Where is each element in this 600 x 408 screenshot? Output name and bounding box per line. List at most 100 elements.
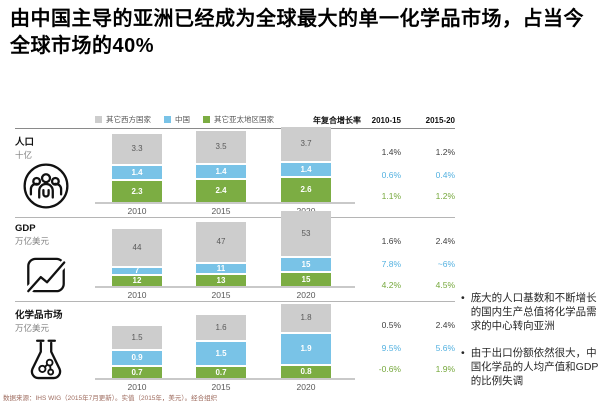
cagr-value-2015-20: 0.4% bbox=[435, 170, 455, 180]
bar-segment: 1.5 bbox=[112, 326, 162, 349]
year-label: 2010 bbox=[127, 290, 147, 300]
bar-value-label: 1.9 bbox=[300, 344, 312, 353]
bullet-marker: • bbox=[461, 346, 465, 359]
bar-segment: 44 bbox=[112, 229, 162, 266]
cagr-value-2015-20: 2.4% bbox=[435, 320, 455, 330]
bar-value-label: 0.7 bbox=[131, 367, 143, 377]
bar-value-label: 15 bbox=[301, 274, 311, 284]
bar-segment: 1.8 bbox=[281, 304, 331, 332]
row-title: 人口 bbox=[15, 137, 35, 148]
cagr-value-2010-15: 1.6% bbox=[381, 236, 401, 246]
chart-icon bbox=[21, 250, 71, 300]
people-icon bbox=[21, 161, 71, 211]
bar-value-label: 3.7 bbox=[300, 139, 312, 148]
cagr-value-2010-15: 7.8% bbox=[381, 259, 401, 269]
bar-value-label: 7 bbox=[134, 266, 140, 275]
cagr-value-row: 4.2% 4.5% bbox=[343, 280, 455, 290]
cagr-value-2015-20: 2.4% bbox=[435, 236, 455, 246]
bar-segment: 1.4 bbox=[196, 165, 246, 178]
row-unit: 万亿美元 bbox=[15, 236, 50, 246]
bar-segment: 1.9 bbox=[281, 334, 331, 364]
bar-value-label: 2.3 bbox=[131, 186, 143, 196]
cagr-value-2015-20: 1.2% bbox=[435, 147, 455, 157]
bullet-item: • 庞大的人口基数和不断增长的国内生产总值将化学品需求的中心转向亚洲 bbox=[461, 292, 600, 334]
chart-row-flask: 化学品市场 万亿美元 1.5 0.9 0.7 2010 1.6 1.5 0.7 2015 1.8 1.… bbox=[6, 301, 458, 393]
bar-value-label: 3.3 bbox=[131, 144, 143, 153]
year-label: 2015 bbox=[211, 382, 231, 392]
legend-item: 其它西方国家 bbox=[95, 114, 151, 125]
cagr-value-2015-20: 5.6% bbox=[435, 343, 455, 353]
bar-segment: 13 bbox=[196, 275, 246, 286]
bar-segment: 11 bbox=[196, 264, 246, 273]
chart-panel-header: 其它西方国家 中国 其它亚太地区国家 年复合增长率 2010-15 2015-20 bbox=[15, 112, 455, 129]
bar-group: 3.5 1.4 2.4 bbox=[196, 131, 246, 202]
chart-panel: 其它西方国家 中国 其它亚太地区国家 年复合增长率 2010-15 2015-20 … bbox=[6, 112, 458, 393]
bar-value-label: 13 bbox=[216, 275, 226, 285]
bar-group: 1.8 1.9 0.8 bbox=[281, 304, 331, 378]
cagr-value-2010-15: 0.6% bbox=[381, 170, 401, 180]
cagr-value-2010-15: 1.1% bbox=[381, 191, 401, 201]
bar-value-label: 1.6 bbox=[215, 322, 227, 332]
bullet-text: 由于出口份额依然很大，中国化学品的人均产值和GDP的比例失调 bbox=[470, 346, 599, 387]
bar-segment: 1.4 bbox=[112, 166, 162, 179]
year-label: 2015 bbox=[211, 290, 231, 300]
legend-label: 其它西方国家 bbox=[106, 115, 151, 124]
bar-group: 3.3 1.4 2.3 bbox=[112, 134, 162, 202]
bar-value-label: 1.5 bbox=[215, 348, 227, 358]
bar-group: 1.5 0.9 0.7 bbox=[112, 326, 162, 378]
cagr-header-label: 年复合增长率 bbox=[313, 116, 361, 125]
bar-value-label: 15 bbox=[301, 259, 311, 269]
cagr-value-2015-20: ~6% bbox=[437, 259, 455, 269]
row-title: 化学品市场 bbox=[15, 310, 63, 321]
legend-label: 中国 bbox=[175, 115, 190, 124]
bullet-text: 庞大的人口基数和不断增长的国内生产总值将化学品需求的中心转向亚洲 bbox=[470, 292, 597, 332]
legend-swatch bbox=[203, 116, 210, 123]
bullet-marker: • bbox=[461, 292, 465, 304]
x-axis-line bbox=[95, 202, 355, 204]
bar-segment: 1.5 bbox=[196, 342, 246, 365]
cagr-value-2010-15: 4.2% bbox=[381, 280, 401, 290]
bullet-list: • 庞大的人口基数和不断增长的国内生产总值将化学品需求的中心转向亚洲 • 由于出口份额… bbox=[461, 292, 600, 389]
legend: 其它西方国家 中国 其它亚太地区国家 bbox=[95, 114, 274, 125]
bar-value-label: 1.4 bbox=[131, 167, 143, 177]
bar-group: 3.7 1.4 2.6 bbox=[281, 127, 331, 202]
bar-group: 1.6 1.5 0.7 bbox=[196, 315, 246, 378]
bar-segment: 15 bbox=[281, 273, 331, 286]
cagr-value-row: 1.1% 1.2% bbox=[343, 191, 455, 201]
year-label: 2020 bbox=[296, 290, 316, 300]
bar-segment: 7 bbox=[112, 266, 162, 275]
bar-value-label: 53 bbox=[301, 228, 311, 238]
bar-value-label: 3.5 bbox=[215, 142, 227, 151]
cagr-value-2015-20: 1.2% bbox=[435, 191, 455, 201]
bar-value-label: 0.8 bbox=[300, 367, 312, 376]
bar-value-label: 0.7 bbox=[215, 367, 227, 377]
chart-row-chart: GDP 万亿美元 44 7 12 2010 47 11 13 2015 53 15 15 2020 1.6%… bbox=[15, 211, 455, 301]
cagr-value-2010-15: 0.5% bbox=[381, 320, 401, 330]
x-axis-line bbox=[95, 378, 355, 380]
bar-value-label: 0.9 bbox=[131, 353, 143, 362]
bars-zone: 44 7 12 2010 47 11 13 2015 53 15 15 2020 bbox=[95, 211, 355, 301]
cagr-period-2: 2015-20 bbox=[425, 116, 455, 125]
cagr-zone: 1.6% 2.4% 7.8% ~6% 4.2% 4.5% bbox=[343, 218, 455, 301]
bar-segment: 53 bbox=[281, 211, 331, 256]
flask-icon bbox=[21, 334, 71, 384]
cagr-header: 年复合增长率 2010-15 2015-20 bbox=[313, 115, 455, 126]
bar-segment: 1.6 bbox=[196, 315, 246, 340]
year-label: 2020 bbox=[296, 382, 316, 392]
bar-value-label: 11 bbox=[216, 263, 226, 273]
cagr-zone: 1.4% 1.2% 0.6% 0.4% 1.1% 1.2% bbox=[343, 129, 455, 217]
row-label: 人口 十亿 bbox=[15, 134, 34, 161]
cagr-zone: 0.5% 2.4% 9.5% 5.6% -0.6% 1.9% bbox=[343, 302, 455, 393]
cagr-value-2010-15: -0.6% bbox=[378, 364, 401, 374]
bar-segment: 15 bbox=[281, 258, 331, 271]
bar-group: 44 7 12 bbox=[112, 229, 162, 286]
cagr-value-2015-20: 4.5% bbox=[435, 280, 455, 290]
chart-row-people: 人口十亿3.31.42.320103.51.42.420153.71.42.62… bbox=[15, 127, 455, 217]
bar-value-label: 12 bbox=[132, 276, 142, 285]
footnote: 数据来源：IHS WIG（2015年7月更新）。实值（2015年，美元）。经合组… bbox=[3, 395, 218, 402]
bar-segment: 3.7 bbox=[281, 127, 331, 161]
cagr-value-2010-15: 1.4% bbox=[381, 147, 401, 157]
x-axis-line bbox=[95, 286, 355, 288]
